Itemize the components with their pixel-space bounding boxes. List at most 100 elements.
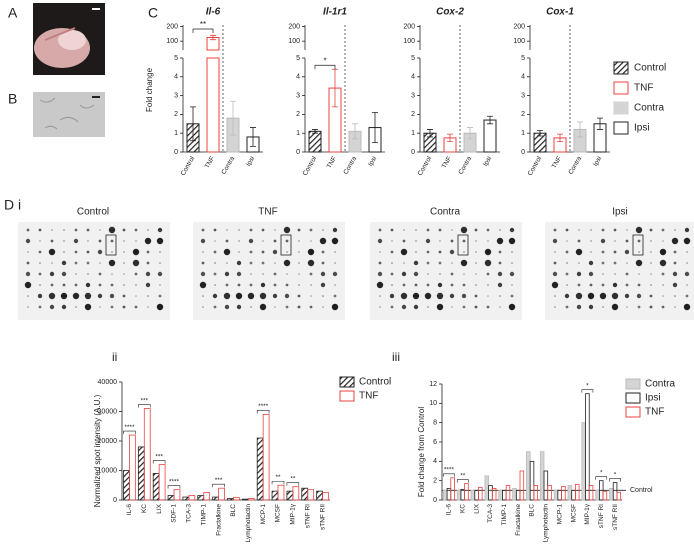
blot-spot — [158, 294, 162, 298]
blot-spot — [624, 249, 630, 255]
x-tick-label: TNF — [441, 155, 453, 169]
y-tick-label: 4 — [296, 74, 300, 81]
blot-spot — [273, 239, 277, 243]
blot-highlight — [280, 234, 292, 256]
blot-spot — [659, 259, 667, 267]
error-bar — [190, 106, 196, 142]
bar — [256, 437, 264, 501]
blot-spot — [236, 271, 242, 277]
blot-spot — [248, 238, 254, 244]
blot-spot — [601, 250, 605, 254]
bar — [526, 451, 531, 501]
blot-spot — [379, 306, 381, 308]
blot-spot — [159, 262, 161, 264]
blot-spot — [686, 251, 688, 253]
blot-spot — [508, 303, 516, 311]
blot-spot — [554, 295, 556, 297]
blot-spot — [334, 284, 336, 286]
blot-spot — [298, 240, 300, 242]
blot-spot — [86, 261, 90, 265]
blot-spot — [310, 284, 312, 286]
x-tick-label: KC — [459, 504, 466, 513]
blot-spot — [451, 262, 453, 264]
blot-highlight — [457, 234, 469, 256]
blot-spot — [48, 248, 56, 256]
legend-swatch — [613, 81, 629, 95]
y-tick-label: 2 — [433, 478, 437, 485]
x-tick-label: BLC — [529, 504, 536, 517]
blot-spot — [403, 229, 405, 231]
y-tick-label: 200 — [166, 23, 178, 30]
blot-spot — [108, 226, 116, 234]
blot-spot — [286, 251, 288, 253]
blot-spot — [463, 273, 465, 275]
blot-spot — [122, 294, 126, 298]
blot-spot — [259, 292, 267, 300]
x-tick-label: Contra — [220, 155, 236, 176]
y-axis-label: Fold change — [145, 67, 154, 112]
blot-spot — [602, 273, 604, 275]
y-tick-label: 4 — [521, 74, 525, 81]
blot-spot — [134, 228, 138, 232]
legend-label: TNF — [645, 407, 664, 418]
blot-spot — [260, 282, 266, 288]
bar — [581, 422, 586, 501]
bar — [547, 485, 552, 501]
bar — [478, 487, 483, 501]
x-tick-label: Control — [417, 155, 434, 177]
error-bar — [250, 127, 256, 147]
blot-spot — [662, 240, 664, 242]
y-tick-label: 2 — [521, 111, 525, 118]
blot-spot — [321, 261, 325, 265]
significance-bracket — [138, 404, 151, 408]
blot-spot — [214, 240, 216, 242]
blot-spot — [61, 304, 67, 310]
error-bar — [312, 129, 318, 134]
blot-spot — [309, 272, 313, 276]
error-bar — [487, 115, 493, 125]
blot-spot — [123, 284, 125, 286]
y-tick-label: 8 — [433, 420, 437, 427]
blot-spot — [73, 238, 79, 244]
bar — [464, 483, 469, 501]
bar — [491, 487, 497, 501]
bar — [616, 491, 622, 501]
blot-spot — [238, 251, 240, 253]
blot-spot — [214, 284, 216, 286]
blot-spot — [39, 284, 41, 286]
blot-spot — [672, 282, 678, 288]
blot-spot — [333, 294, 337, 298]
x-tick-label: TNF — [204, 155, 216, 169]
blot-spot — [250, 273, 252, 275]
significance: *** — [140, 397, 148, 404]
blot-spot — [86, 250, 90, 254]
blot-spot — [309, 305, 313, 309]
x-tick-label: Lymphotactin — [543, 504, 550, 543]
blot-spot — [426, 228, 430, 232]
error-bar — [427, 129, 433, 138]
blot-spot — [624, 293, 630, 299]
blot-spot — [590, 251, 592, 253]
blot-spot — [498, 250, 502, 254]
blot-spot — [496, 237, 504, 245]
y-tick-label: 4 — [174, 74, 178, 81]
blot-spot — [462, 239, 466, 243]
blot-spot — [261, 228, 265, 232]
blot-spot — [462, 305, 466, 309]
y-tick-label: 200 — [288, 23, 300, 30]
x-tick-label: TCA-3 — [186, 504, 193, 523]
blot-spot — [224, 304, 230, 310]
blot-spot — [484, 259, 492, 267]
blot-spot — [554, 306, 556, 308]
blot-spot — [674, 306, 676, 308]
blot-spot — [474, 305, 478, 309]
y-tick-label: 1 — [521, 130, 525, 137]
blot-spot — [413, 260, 419, 266]
significance-bracket — [314, 64, 336, 70]
bar — [271, 490, 279, 501]
blot-spot — [486, 305, 490, 309]
blot-spot — [671, 237, 679, 245]
bar — [598, 480, 604, 501]
blot-spot — [331, 237, 339, 245]
x-tick-label: Contra — [457, 155, 473, 176]
